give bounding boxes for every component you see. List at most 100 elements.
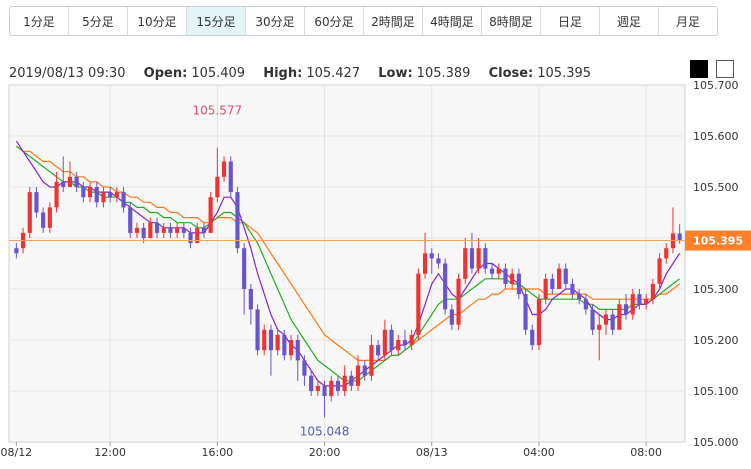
candle-body [489,268,495,274]
y-tick-label: 105.200 [693,334,739,347]
y-tick-label: 105.100 [693,385,739,398]
tab-1[interactable]: 5分足 [69,7,128,35]
tab-8[interactable]: 8時間足 [482,7,541,35]
tab-7[interactable]: 4時間足 [423,7,482,35]
candle-body [215,176,220,198]
candle-body [228,161,233,193]
candle-body [469,248,475,269]
candle-body [422,253,428,274]
candle-body [154,222,160,233]
high-value: 105.427 [306,66,361,81]
candle-body [134,227,140,233]
candle-body [590,309,595,330]
candle-body [376,345,381,356]
candle-body [255,309,260,351]
candle-body [389,329,394,351]
close-value: 105.395 [537,66,592,81]
candle-body [664,248,669,259]
candle-body [436,258,441,264]
light-theme-button[interactable] [716,60,734,78]
candle-body [47,207,52,228]
candle-body [208,197,213,233]
x-tick-label: 08/13 [416,446,448,459]
tab-5[interactable]: 60分足 [305,7,364,35]
candle-body [242,248,247,289]
candle-body [382,329,387,356]
candle-body [449,309,454,325]
low-label: Low: [378,66,413,81]
tab-2[interactable]: 10分足 [128,7,187,35]
candle-body [335,380,341,391]
current-price-tag [685,230,751,251]
candle-body [295,340,300,361]
candle-body [342,375,347,391]
candle-body [536,299,542,346]
candle-body [175,227,180,233]
candle-body [114,192,119,198]
y-tick-label: 105.600 [693,130,739,143]
candle-body [34,192,39,213]
candle-body [603,314,609,325]
candle-body [583,299,588,310]
candle-body [268,329,274,351]
tab-9[interactable]: 日足 [541,7,600,35]
candle-body [121,192,126,208]
tab-10[interactable]: 週足 [600,7,659,35]
candle-body [416,273,421,335]
candle-body [141,227,146,238]
candle-body [168,227,173,233]
candle-body [644,299,649,305]
candle-body [543,278,548,300]
candle-body [409,334,414,346]
candle-body [563,268,568,284]
open-value: 105.409 [191,66,246,81]
candle-body [463,248,468,279]
candle-body [81,187,86,198]
candle-body [329,380,334,397]
candle-body [597,324,602,330]
candle-body [188,232,193,244]
current-price-label: 105.395 [693,235,743,248]
candle-body [54,181,59,208]
candle-body [456,278,461,325]
y-tick-label: 105.700 [693,79,739,92]
candle-body [195,227,200,244]
candle-body [362,365,367,376]
x-tick-label: 08:00 [630,446,662,459]
candle-body [61,181,66,187]
candle-body [181,227,186,233]
moving-average-mid [16,145,680,382]
candle-body [617,304,622,330]
candle-body [630,294,635,315]
candle-body [402,340,408,346]
candle-body [496,268,501,274]
candle-body [67,176,73,187]
tab-0[interactable]: 1分足 [10,7,69,35]
x-tick-label: 12:00 [94,446,126,459]
candle-body [101,192,106,203]
candle-body [657,258,662,284]
candle-body [148,222,153,238]
tab-3[interactable]: 15分足 [187,7,246,35]
candle-body [677,233,682,241]
tab-11[interactable]: 月足 [675,14,700,29]
candle-body [623,304,629,315]
y-tick-label: 105.300 [693,283,739,296]
candle-body [161,227,166,233]
candle-body [443,263,448,310]
candle-body [355,365,361,386]
moving-average-short [15,140,681,387]
candle-body [349,375,354,386]
candle-body [262,329,267,351]
low-annotation: 105.048 [300,425,350,439]
candle-body [322,385,327,397]
dark-theme-button[interactable] [690,60,708,78]
candle-body [128,207,133,233]
candle-body [108,192,113,198]
moving-average-long [16,145,680,361]
candle-body [74,176,79,187]
tab-6[interactable]: 2時間足 [364,7,423,35]
tab-4[interactable]: 30分足 [246,7,305,35]
candle-body [27,192,32,233]
